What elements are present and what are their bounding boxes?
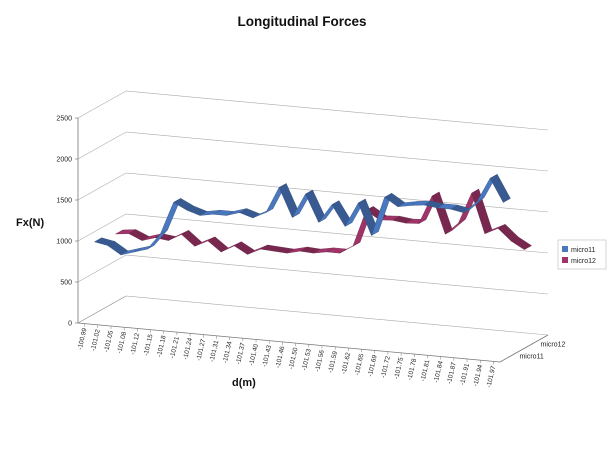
series-micro11 — [93, 173, 511, 256]
y-tick-label: 1000 — [56, 239, 72, 246]
axes-layer — [75, 90, 549, 365]
x-tick-label: -101.40 — [248, 343, 260, 366]
chart-title: Longitudinal Forces — [237, 14, 366, 29]
depth-tick-label: micro11 — [519, 353, 543, 360]
series-micro12 — [115, 188, 532, 255]
floor-edge — [77, 295, 127, 324]
x-tick-label: -101.02 — [90, 328, 102, 351]
x-tick-label: -101.08 — [116, 331, 128, 354]
x-tick-label: -101.94 — [472, 364, 484, 387]
gridline — [77, 172, 549, 213]
y-tick-label: 500 — [60, 280, 72, 287]
x-axis-line — [77, 322, 501, 363]
x-tick-label: -101.59 — [327, 350, 339, 373]
x-tick-label: -101.21 — [169, 336, 181, 359]
x-tick-label: -100.99 — [77, 327, 89, 350]
x-tick-label: -101.84 — [433, 360, 445, 383]
gridline — [77, 131, 549, 172]
gridline — [77, 213, 549, 254]
x-tick-label: -101.46 — [275, 345, 287, 368]
y-tick-label: 1500 — [56, 198, 72, 205]
x-tick-label: -101.65 — [354, 353, 366, 376]
x-tick-label: -101.15 — [143, 333, 155, 356]
series-segment-micro12 — [510, 236, 532, 250]
legend-box — [557, 239, 607, 270]
legend-label-micro12: micro12 — [571, 258, 596, 265]
x-tick-label: -101.72 — [380, 355, 392, 378]
x-tick-label: -101.75 — [393, 356, 405, 379]
x-tick-label: -101.05 — [103, 330, 115, 353]
x-tick-label: -101.62 — [341, 351, 353, 374]
x-tick-label: -101.27 — [195, 338, 207, 361]
legend-swatch-micro11 — [562, 246, 568, 252]
depth-axis-line — [499, 334, 549, 363]
x-tick-label: -101.50 — [288, 347, 300, 370]
x-tick-label: -101.78 — [406, 358, 418, 381]
x-axis-label: d(m) — [232, 377, 256, 389]
y-tick-label: 2500 — [56, 116, 72, 123]
series-segment-micro12 — [431, 191, 453, 235]
series-segment-micro11 — [489, 174, 511, 203]
x-tick-label: -101.87 — [446, 361, 458, 384]
x-tick-label: -101.69 — [367, 354, 379, 377]
x-tick-label: -101.53 — [301, 348, 313, 371]
y-axis-label: Fx(N) — [16, 217, 44, 229]
series-layer — [93, 173, 532, 256]
legend: micro11 micro12 — [557, 239, 607, 270]
x-tick-label: -101.12 — [130, 332, 142, 355]
x-tick-label: -101.37 — [235, 342, 247, 365]
x-tick-label: -101.43 — [261, 344, 273, 367]
x-tick-label: -101.81 — [420, 359, 432, 382]
legend-label-micro11: micro11 — [571, 247, 595, 254]
depth-tick-label: micro12 — [541, 342, 566, 349]
y-tick-label: 2000 — [56, 157, 72, 164]
x-tick-label: -101.31 — [209, 339, 221, 362]
x-tick-label: -101.34 — [222, 341, 234, 364]
x-tick-label: -101.24 — [182, 337, 194, 360]
x-tick-label: -101.56 — [314, 349, 326, 372]
x-tick-label: -101.97 — [486, 365, 498, 388]
x-tick-label: -101.18 — [156, 334, 168, 357]
gridline — [77, 254, 549, 295]
gridline — [77, 90, 549, 131]
y-tick-label: 0 — [68, 321, 72, 328]
x-tick-label: -101.91 — [459, 362, 471, 385]
legend-swatch-micro12 — [562, 257, 568, 263]
